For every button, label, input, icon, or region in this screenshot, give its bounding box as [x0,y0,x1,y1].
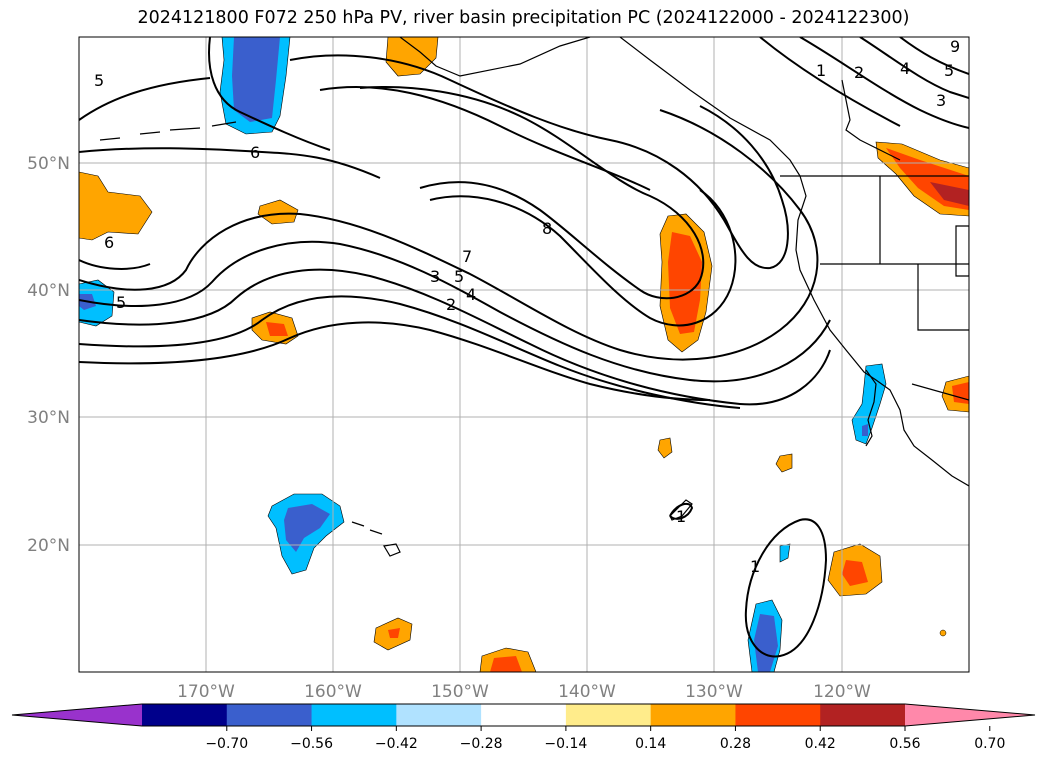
colorbar-tick-label: −0.14 [544,736,587,752]
pv-label: 3 [430,267,440,286]
colorbar-segment [311,704,397,726]
pv-label: 5 [944,61,954,80]
lat-tick-label: 50°N [27,154,70,174]
colorbar [11,703,1036,731]
pv-label: 9 [950,37,960,56]
plot-frame [78,36,970,673]
lon-tick-label: 130°W [685,682,743,702]
map-title: 2024121800 F072 250 hPa PV, river basin … [137,8,910,28]
colorbar-segment [396,704,482,726]
pv-label: 6 [104,233,114,252]
lat-tick-label: 40°N [27,281,70,301]
colorbar-segment [565,704,652,726]
colorbar-tick-label: −0.70 [205,736,248,752]
colorbar-tick-label: 0.56 [889,736,920,752]
colorbar-extension-low [12,704,142,726]
pv-label: 5 [116,293,126,312]
colorbar-segment [142,704,228,726]
pv-label: 1 [676,507,686,526]
pv-label: 4 [900,59,910,78]
pv-label: 8 [542,219,552,238]
colorbar-segment [650,704,736,726]
colorbar-segment [226,704,313,726]
lat-tick-label: 30°N [27,408,70,428]
pv-label: 2 [854,63,864,82]
colorbar-tick-label: 0.28 [720,736,751,752]
latitude-labels: 50°N 40°N 30°N 20°N [27,154,70,556]
lon-tick-label: 140°W [558,682,616,702]
lon-tick-label: 170°W [177,682,235,702]
colorbar-tick-label: 0.42 [805,736,836,752]
pv-label: 1 [750,557,760,576]
pv-label: 3 [936,91,946,110]
pv-label: 5 [94,71,104,90]
lon-tick-label: 120°W [813,682,871,702]
colorbar-tick-label: 0.14 [635,736,666,752]
pv-label: 5 [454,267,464,286]
pv-contours [79,37,969,658]
colorbar-tick-label: −0.42 [375,736,418,752]
graticule [79,37,969,672]
pv-contour-labels: 5 6 6 5 8 7 5 3 4 2 1 2 4 5 3 9 1 1 [94,37,960,576]
pv-label: 7 [462,247,472,266]
coastlines [99,37,969,557]
lon-tick-label: 150°W [431,682,489,702]
colorbar-tick-label: −0.56 [290,736,333,752]
colorbar-segment [481,704,567,726]
pv-label: 2 [446,295,456,314]
longitude-labels: 170°W 160°W 150°W 140°W 130°W 120°W [177,682,871,702]
pv-label: 6 [250,143,260,162]
colorbar-extension-high [905,704,1035,726]
colorbar-segment [735,704,821,726]
colorbar-labels: −0.70 −0.56 −0.42 −0.28 −0.14 0.14 0.28 0.42 0.5… [205,736,1005,752]
lon-tick-label: 160°W [304,682,362,702]
colorbar-segment [820,704,906,726]
colorbar-tick-label: −0.28 [460,736,503,752]
colorbar-tick-label: 0.70 [974,736,1005,752]
colorbar-outline [11,703,1036,727]
lat-tick-label: 20°N [27,536,70,556]
plot-area [79,37,969,672]
pv-label: 4 [466,285,476,304]
pv-label: 1 [816,61,826,80]
